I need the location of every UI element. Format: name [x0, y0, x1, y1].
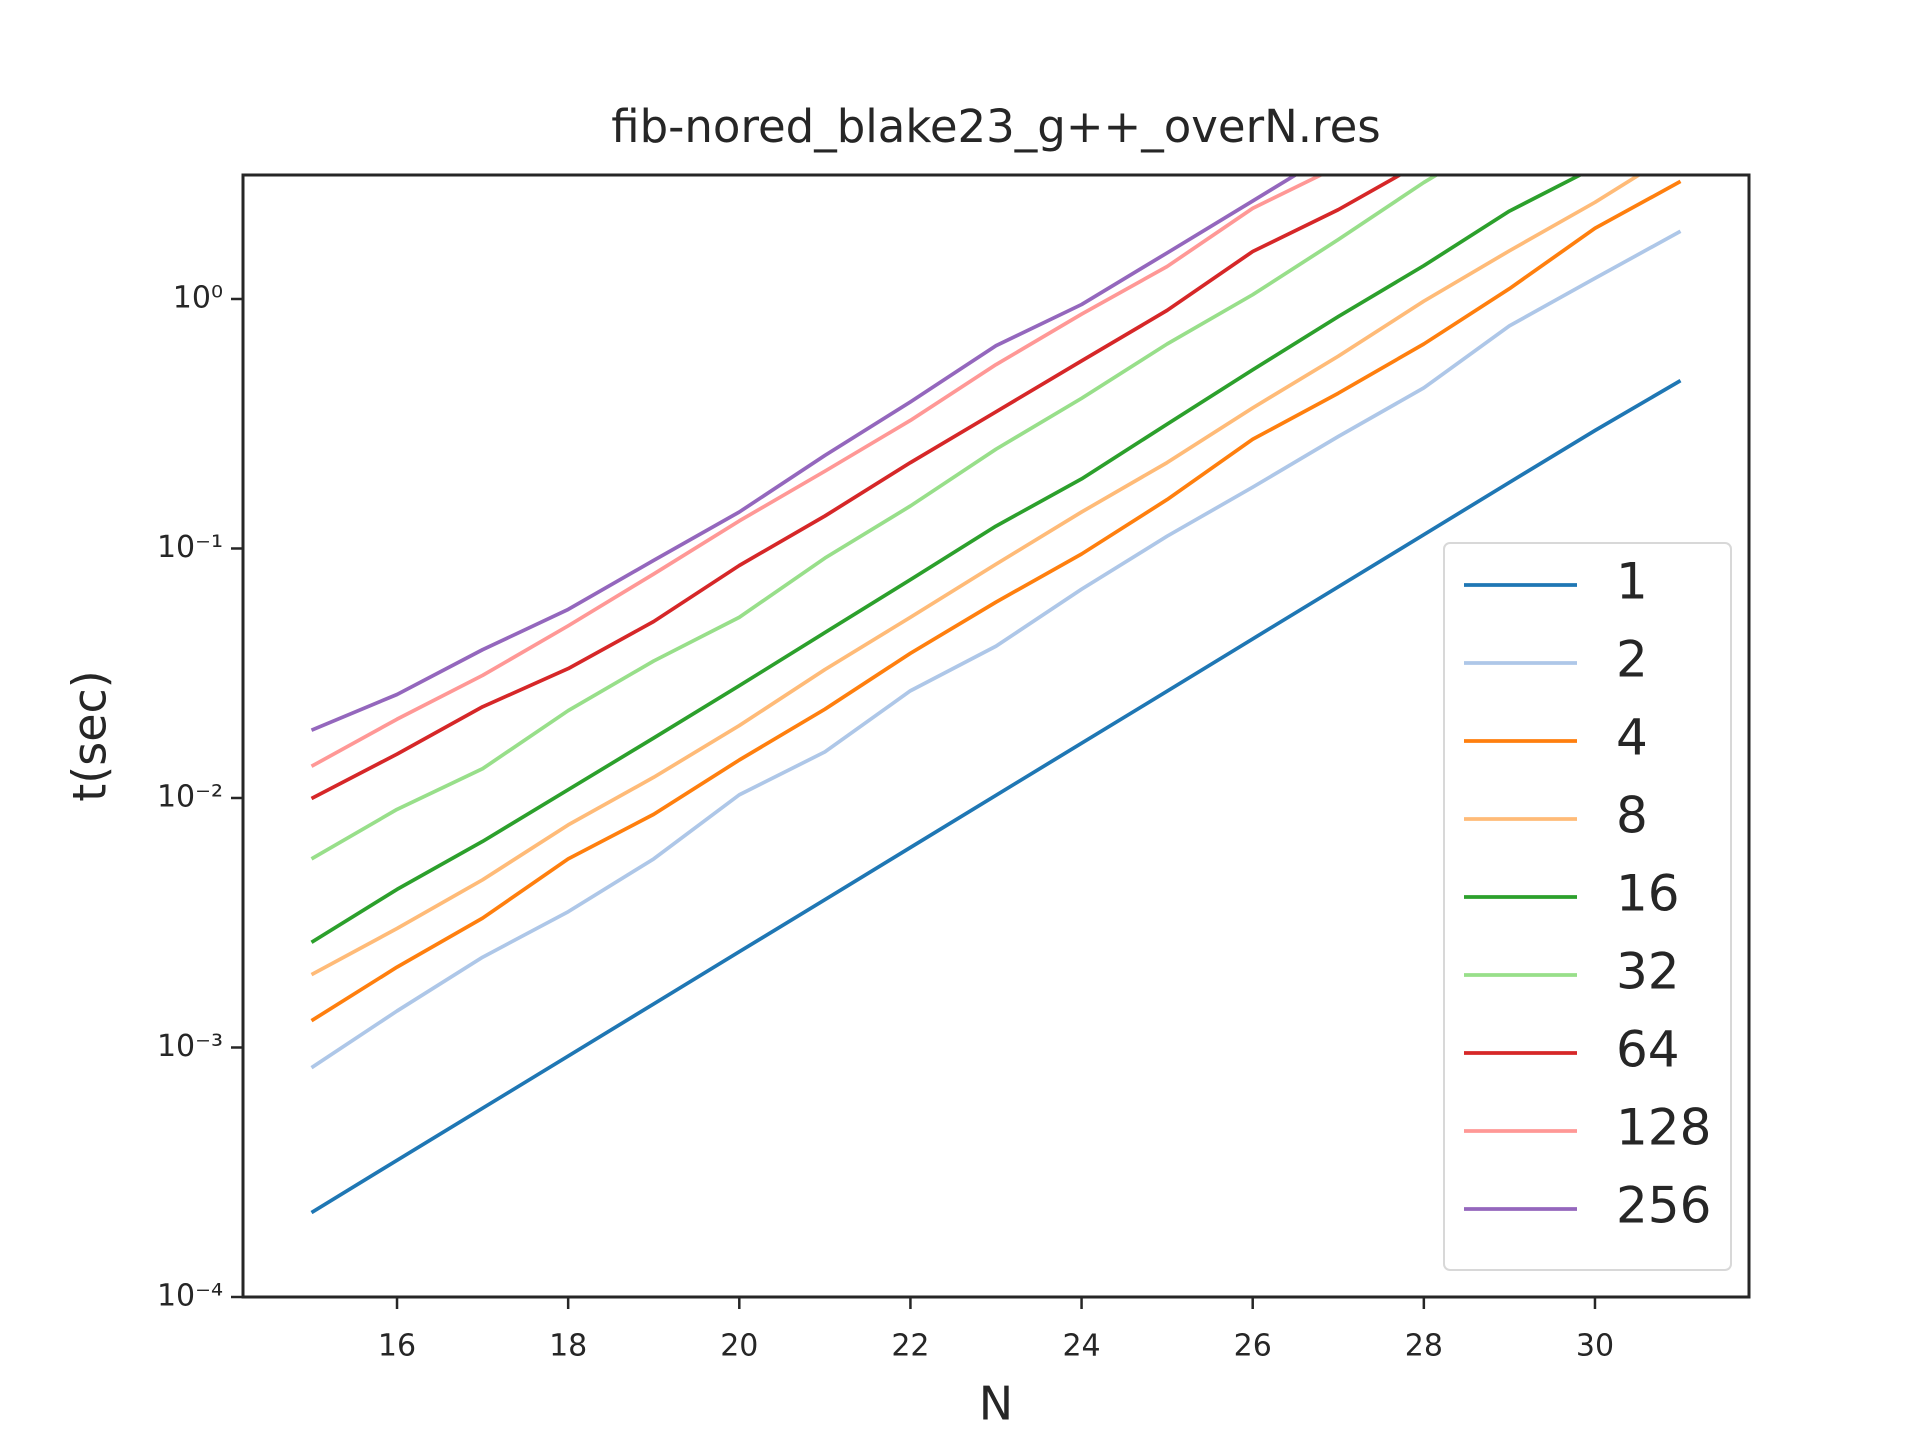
legend-label: 256 — [1616, 1177, 1711, 1235]
series-line — [310, 175, 1585, 944]
x-tick-label: 24 — [1062, 1329, 1100, 1364]
y-tick-label: 10⁰ — [173, 280, 223, 315]
legend-label: 8 — [1616, 787, 1648, 845]
series-line — [310, 175, 1440, 861]
y-tick-label: 10⁻¹ — [157, 530, 223, 565]
x-tick-label: 26 — [1234, 1329, 1272, 1364]
x-tick-label: 22 — [891, 1329, 929, 1364]
series-line — [310, 175, 1299, 732]
y-axis-label: t(sec) — [63, 670, 117, 802]
x-tick-label: 18 — [549, 1329, 587, 1364]
x-tick-label: 20 — [720, 1329, 758, 1364]
plot-area — [310, 175, 1682, 1215]
legend-label: 1 — [1616, 553, 1648, 611]
series-line — [310, 175, 1404, 801]
legend-label: 16 — [1616, 865, 1680, 923]
series-line — [310, 229, 1682, 1070]
series-line — [310, 175, 1325, 768]
x-tick-label: 16 — [378, 1329, 416, 1364]
axes-frame — [241, 173, 1751, 1299]
chart-title: fib-nored_blake23_g++_overN.res — [611, 100, 1380, 153]
series-line — [310, 379, 1682, 1215]
legend-box — [1443, 542, 1732, 1271]
y-tick-label: 10⁻³ — [157, 1029, 223, 1064]
y-tick-label: 10⁻² — [157, 779, 223, 814]
series-line — [310, 179, 1682, 1023]
x-tick-label: 30 — [1576, 1329, 1614, 1364]
legend-label: 64 — [1616, 1021, 1680, 1079]
x-axis-label: N — [979, 1377, 1013, 1431]
series-line — [310, 175, 1643, 977]
legend-label: 32 — [1616, 943, 1680, 1001]
legend-label: 4 — [1616, 709, 1648, 767]
legend-label: 128 — [1616, 1099, 1711, 1157]
x-tick-label: 28 — [1405, 1329, 1443, 1364]
legend-label: 2 — [1616, 631, 1648, 689]
y-tick-label: 10⁻⁴ — [157, 1279, 223, 1314]
